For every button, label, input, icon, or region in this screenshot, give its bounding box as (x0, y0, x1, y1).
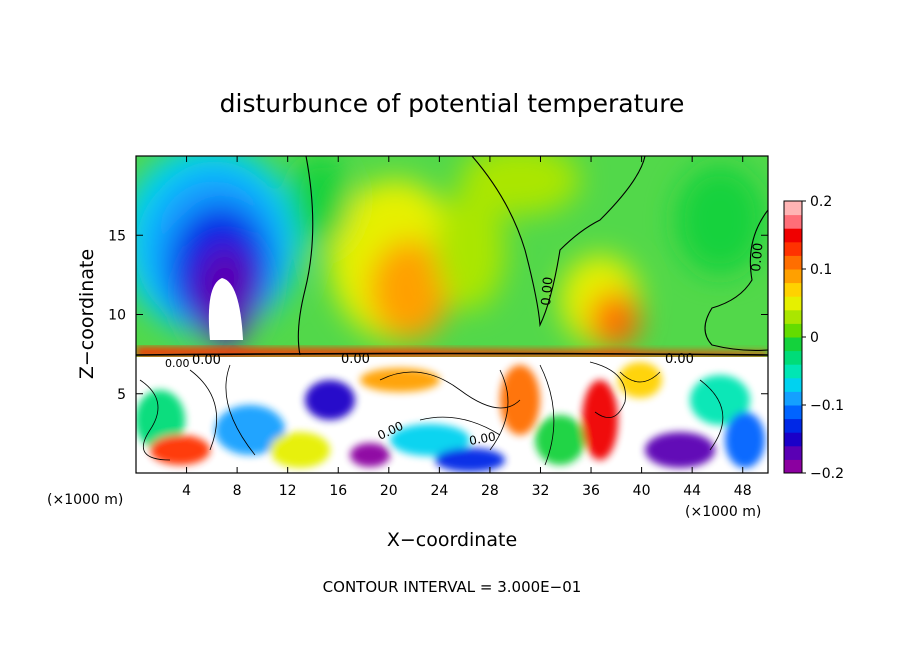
heatmap-field (136, 156, 768, 473)
colorbar-swatch (784, 214, 802, 229)
colorbar-swatch (784, 391, 802, 406)
y-tick-label: 15 (108, 228, 126, 244)
x-unit-right: (×1000 m) (685, 504, 761, 520)
colorbar-swatch (784, 296, 802, 311)
colorbar-swatch (784, 337, 802, 352)
x-tick-label: 44 (683, 483, 701, 499)
contour-label: 0.00 (665, 352, 694, 367)
x-tick-label: 4 (182, 483, 191, 499)
y-tick-label: 10 (108, 308, 126, 324)
contour-label: 0.00 (749, 242, 766, 272)
contour-lines-lower (139, 361, 724, 466)
colorbar-swatch (784, 350, 802, 365)
x-tick-label: 20 (380, 483, 398, 499)
colorbar-swatch (784, 364, 802, 379)
x-tick-label: 40 (633, 483, 651, 499)
colorbar-swatch (784, 418, 802, 433)
colorbar-swatch (784, 255, 802, 270)
x-axis-ticks: 4 8 12 16 20 24 28 32 36 40 44 48 (182, 156, 752, 499)
x-unit-left: (×1000 m) (47, 492, 123, 508)
colorbar-swatch (784, 309, 802, 324)
colorbar-swatch (784, 228, 802, 243)
contour-label: 0.00 (468, 430, 497, 448)
colorbar-swatch (784, 201, 802, 216)
contour-interval-note: CONTOUR INTERVAL = 3.000E−01 (323, 578, 582, 596)
colorbar-swatch (784, 282, 802, 297)
colorbar-swatch (784, 323, 802, 338)
colorbar-swatch (784, 432, 802, 447)
contour-label: 0.00 (192, 353, 221, 368)
contour-label: 0.00 (341, 352, 370, 367)
colorbar-tick-label: 0 (810, 330, 819, 346)
y-tick-label: 5 (117, 387, 126, 403)
colorbar-tick-label: −0.1 (810, 398, 844, 414)
upper-field (136, 156, 768, 357)
x-tick-label: 24 (430, 483, 448, 499)
colorbar (783, 200, 803, 474)
x-tick-label: 12 (279, 483, 297, 499)
contour-lines-upper (136, 156, 768, 356)
x-tick-label: 16 (329, 483, 347, 499)
y-axis-ticks: 5 10 15 (108, 228, 768, 403)
y-axis-label: Z−coordinate (76, 249, 98, 379)
colorbar-tick-label: 0.1 (810, 262, 832, 278)
colorbar-swatch (784, 445, 802, 460)
x-tick-label: 28 (481, 483, 499, 499)
colorbar-swatch (784, 377, 802, 392)
colorbar-swatch (784, 241, 802, 256)
contour-label: 0.00 (539, 276, 556, 306)
x-axis-label: X−coordinate (387, 529, 517, 551)
contour-label: 0.00 (165, 357, 190, 370)
x-tick-label: 36 (582, 483, 600, 499)
colorbar-labels: 0.2 0.1 0 −0.1 −0.2 (802, 194, 844, 482)
x-tick-label: 8 (233, 483, 242, 499)
colorbar-tick-label: 0.2 (810, 194, 832, 210)
colorbar-tick-label: −0.2 (810, 466, 844, 482)
x-tick-label: 32 (532, 483, 550, 499)
chart-title: disturbunce of potential temperature (220, 89, 685, 118)
colorbar-swatch (784, 459, 802, 474)
x-tick-label: 48 (734, 483, 752, 499)
white-cell (208, 278, 243, 340)
lower-field (136, 357, 768, 473)
colorbar-swatch (784, 269, 802, 284)
colorbar-swatch (784, 405, 802, 420)
